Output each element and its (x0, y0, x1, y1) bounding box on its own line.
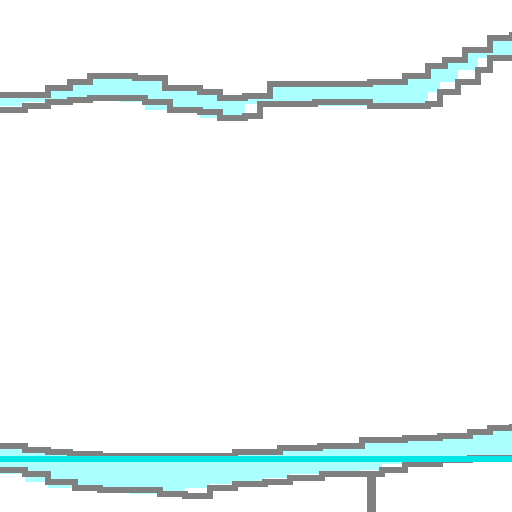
upper-track-bottom-edge (0, 55, 512, 121)
lower-track-band (0, 424, 512, 512)
upper-track-band (0, 32, 512, 121)
horizontal-guide-line (0, 456, 512, 462)
lower-track-bottom-edge (0, 455, 512, 499)
upper-track-top-edge (0, 32, 512, 101)
lower-track-top-edge (0, 424, 512, 459)
vertical-post (367, 474, 376, 512)
